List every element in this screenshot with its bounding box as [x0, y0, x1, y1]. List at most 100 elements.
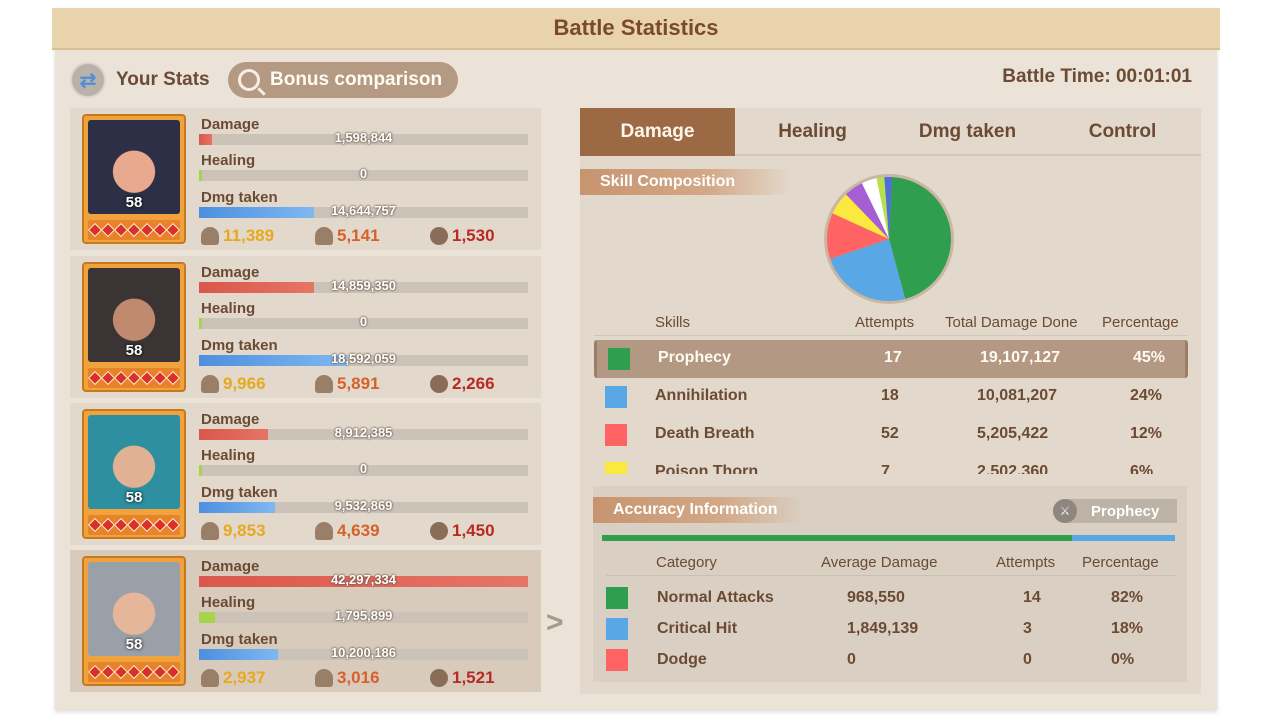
stat-b: 3,016	[315, 668, 380, 688]
pie-slice	[830, 239, 906, 301]
stat-b: 4,639	[315, 521, 380, 541]
dmg-taken-bar: 14,644,757	[199, 203, 528, 218]
accuracy-bar	[602, 535, 1175, 541]
healing-value: 1,795,899	[334, 608, 393, 623]
stat-a: 11,389	[201, 226, 274, 246]
stat-b-value: 5,141	[337, 226, 380, 245]
skill-row[interactable]: Prophecy 17 19,107,127 45%	[594, 340, 1188, 378]
next-arrow-icon[interactable]: >	[546, 606, 564, 639]
damage-bar-fill	[199, 134, 213, 145]
category-name: Critical Hit	[657, 620, 738, 637]
hero-level: 58	[125, 489, 143, 506]
skill-name: Poison Thorn	[655, 463, 759, 474]
hero-avatar	[88, 268, 180, 362]
stat-a: 9,853	[201, 521, 266, 541]
hero-card[interactable]: 58 Damage 14,859,350 Healing 0 Dmg taken…	[70, 256, 541, 398]
wounded-troop-icon	[315, 227, 333, 245]
header-average-damage: Average Damage	[821, 554, 938, 571]
selected-skill-pill[interactable]: ⚔ Prophecy	[1053, 499, 1177, 523]
skill-percentage: 45%	[1133, 349, 1166, 366]
battle-time: Battle Time: 00:01:01	[1002, 66, 1192, 87]
bonus-comparison-button[interactable]: Bonus comparison	[228, 62, 458, 98]
skill-name: Death Breath	[655, 425, 755, 442]
hero-card[interactable]: 58 Damage 1,598,844 Healing 0 Dmg taken …	[70, 108, 541, 250]
skull-icon	[430, 227, 448, 245]
troop-icon	[201, 227, 219, 245]
your-stats-toggle[interactable]: ⇄ Your Stats	[70, 62, 210, 98]
selected-skill-name: Prophecy	[1091, 502, 1160, 520]
swap-icon[interactable]: ⇄	[70, 62, 106, 98]
category-avg-damage: 0	[847, 651, 856, 668]
category-percentage: 0%	[1111, 651, 1135, 668]
star-icon	[165, 370, 181, 386]
tab-dmg-taken[interactable]: Dmg taken	[918, 121, 1017, 142]
hero-avatar	[88, 415, 180, 509]
stat-a-value: 11,389	[223, 226, 275, 245]
dmg-taken-value: 18,592,059	[330, 351, 397, 366]
hero-summary: 11,389 5,141 1,530	[201, 226, 531, 248]
header-acc-attempts: Attempts	[996, 554, 1056, 571]
star-icon	[165, 664, 181, 680]
pie-slice	[832, 194, 889, 239]
hero-portrait[interactable]: 58	[82, 262, 186, 392]
skill-color-swatch	[605, 386, 627, 408]
hero-portrait[interactable]: 58	[82, 556, 186, 686]
kills: 1,530	[430, 226, 495, 246]
accuracy-bar-segment	[602, 535, 1072, 541]
healing-label: Healing	[201, 152, 256, 169]
hero-portrait[interactable]: 58	[82, 409, 186, 539]
damage-value: 1,598,844	[334, 130, 393, 145]
healing-value: 0	[359, 166, 368, 181]
healing-bar-fill	[199, 318, 203, 329]
dmg-taken-label: Dmg taken	[201, 484, 278, 501]
pie-slice	[827, 213, 889, 259]
skill-row[interactable]: Poison Thorn 7 2,502,360 6%	[594, 454, 1188, 474]
skills-list[interactable]: Prophecy 17 19,107,127 45% Annihilation …	[580, 340, 1201, 474]
dmg-taken-label: Dmg taken	[201, 189, 278, 206]
stat-b: 5,141	[315, 226, 380, 246]
dmg-taken-bar-fill	[199, 207, 315, 218]
stat-b: 5,891	[315, 374, 380, 394]
kills-value: 1,450	[452, 521, 495, 540]
skill-color-swatch	[605, 462, 627, 474]
accuracy-row: Critical Hit 1,849,139 3 18%	[593, 615, 1187, 645]
tab-control[interactable]: Control	[1088, 121, 1157, 142]
skill-percentage: 6%	[1130, 463, 1154, 474]
damage-bar-fill	[199, 429, 269, 440]
star-icon	[165, 517, 181, 533]
skill-total: 19,107,127	[980, 349, 1061, 366]
skill-color-swatch	[605, 424, 627, 446]
damage-bar: 1,598,844	[199, 130, 528, 145]
skill-row[interactable]: Annihilation 18 10,081,207 24%	[594, 378, 1188, 416]
healing-bar-fill	[199, 465, 203, 476]
dmg-taken-bar: 18,592,059	[199, 351, 528, 366]
category-name: Normal Attacks	[657, 589, 774, 606]
skill-row[interactable]: Death Breath 52 5,205,422 12%	[594, 416, 1188, 454]
tab-damage[interactable]: Damage	[580, 108, 735, 156]
category-percentage: 18%	[1111, 620, 1144, 637]
damage-label: Damage	[201, 411, 260, 428]
hero-card[interactable]: 58 Damage 42,297,334 Healing 1,795,899 D…	[70, 550, 541, 692]
healing-bar: 0	[199, 314, 528, 329]
damage-label: Damage	[201, 558, 260, 575]
category-name: Dodge	[657, 651, 707, 668]
page-title: Battle Statistics	[553, 15, 719, 40]
stat-a: 2,937	[201, 668, 266, 688]
category-avg-damage: 968,550	[847, 589, 905, 606]
category-color-swatch	[606, 587, 628, 609]
healing-value: 0	[359, 314, 368, 329]
damage-bar: 8,912,385	[199, 425, 528, 440]
details-panel: Damage Healing Dmg taken Control Skill C…	[580, 108, 1201, 694]
wounded-troop-icon	[315, 375, 333, 393]
category-percentage: 82%	[1111, 589, 1144, 606]
skill-percentage: 24%	[1130, 387, 1163, 404]
troop-icon	[201, 522, 219, 540]
damage-bar: 42,297,334	[199, 572, 528, 587]
kills-value: 1,530	[452, 226, 495, 245]
hero-card[interactable]: 58 Damage 8,912,385 Healing 0 Dmg taken …	[70, 403, 541, 545]
skull-icon	[430, 375, 448, 393]
tab-healing[interactable]: Healing	[778, 121, 847, 142]
hero-portrait[interactable]: 58	[82, 114, 186, 244]
category-color-swatch	[606, 649, 628, 671]
skills-table-header: Skills Attempts Total Damage Done Percen…	[594, 312, 1188, 336]
